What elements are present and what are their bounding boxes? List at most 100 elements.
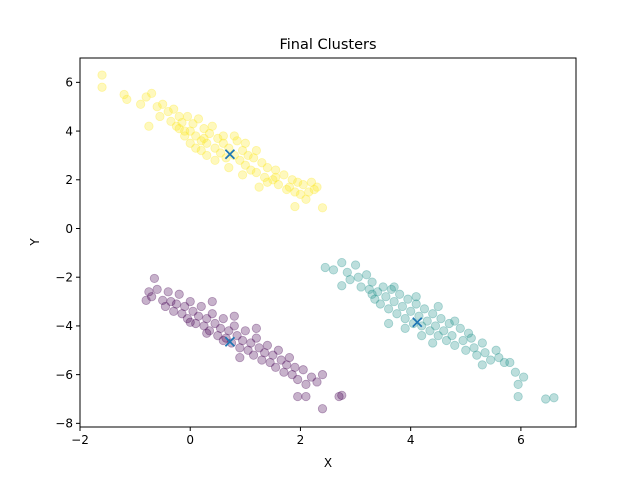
data-point [541, 394, 551, 404]
centroid-marker [412, 317, 423, 328]
data-point [210, 155, 220, 165]
data-point [485, 355, 496, 365]
data-point [240, 160, 250, 170]
data-point [235, 343, 245, 353]
x-axis: −2 0 2 4 6 [71, 427, 525, 447]
y-axis-label: Y [28, 238, 42, 247]
data-point [185, 126, 195, 136]
data-point [337, 257, 347, 268]
x-tick-label: 4 [407, 433, 415, 447]
data-point [213, 331, 223, 341]
plot-frame [79, 57, 577, 428]
data-point [337, 390, 347, 400]
data-point [397, 301, 407, 312]
data-point [384, 304, 394, 314]
x-tick-label: −2 [71, 433, 89, 447]
data-point [149, 273, 159, 284]
data-point [293, 177, 303, 187]
data-point [271, 362, 281, 372]
data-point [276, 355, 286, 365]
data-point [271, 172, 281, 182]
data-point [309, 184, 319, 195]
data-point [240, 138, 250, 148]
data-point [375, 299, 385, 309]
y-axis: −8 −6 −4 −2 0 2 4 6 [55, 76, 80, 431]
data-point [202, 150, 212, 161]
data-point [144, 287, 154, 297]
data-point [237, 145, 248, 156]
data-point [549, 393, 559, 403]
data-point [450, 340, 460, 351]
data-point [260, 348, 270, 358]
data-point [312, 182, 322, 192]
data-point [364, 284, 374, 294]
data-point [210, 143, 220, 153]
data-point [199, 133, 209, 143]
centroid-marker [224, 336, 236, 347]
data-point [279, 170, 289, 180]
data-point [293, 374, 303, 385]
data-point [237, 170, 248, 180]
data-point [384, 318, 394, 329]
data-point [213, 133, 223, 143]
y-tick-label: −8 [55, 417, 73, 431]
data-point [480, 348, 490, 358]
data-point [243, 150, 253, 161]
data-point [246, 165, 256, 175]
data-point [251, 145, 261, 156]
data-point [136, 99, 146, 109]
data-point [229, 311, 239, 321]
data-point [414, 311, 424, 321]
data-point [411, 299, 421, 309]
data-point [185, 296, 195, 307]
data-point [312, 377, 322, 387]
data-point [268, 350, 278, 360]
chart-title: Final Clusters [279, 37, 376, 53]
data-point [97, 82, 107, 92]
data-point [251, 167, 261, 178]
data-point [400, 323, 410, 333]
data-point [282, 360, 292, 370]
centroid-marker [224, 149, 236, 160]
data-point [163, 106, 173, 117]
data-point [370, 294, 380, 304]
data-point [188, 119, 198, 129]
data-point [202, 328, 212, 338]
data-point [191, 318, 201, 329]
data-point [268, 175, 278, 185]
data-point [232, 136, 242, 146]
data-point [235, 352, 245, 363]
data-point [163, 287, 173, 297]
data-point [290, 201, 300, 212]
data-point [232, 331, 242, 341]
data-point [177, 117, 187, 128]
x-tick-label: 0 [186, 433, 194, 447]
data-point [260, 172, 270, 182]
data-point [229, 131, 239, 141]
data-point [395, 289, 405, 299]
data-point [279, 367, 289, 377]
data-point [180, 301, 190, 312]
data-point [182, 111, 193, 122]
data-point [158, 99, 168, 109]
y-tick-label: 4 [65, 124, 73, 138]
data-point [513, 391, 523, 402]
data-point [188, 306, 198, 316]
data-point [257, 355, 267, 365]
data-point [477, 338, 487, 348]
data-point [249, 350, 259, 360]
data-point [372, 287, 383, 297]
data-point [147, 292, 157, 302]
y-tick-label: 2 [65, 173, 73, 187]
data-point [295, 189, 306, 199]
data-point [207, 296, 217, 307]
data-point [403, 294, 413, 304]
data-point [519, 372, 529, 382]
data-point [441, 335, 452, 346]
data-point [265, 357, 275, 368]
y-tick-label: −2 [55, 271, 73, 285]
data-point [204, 128, 215, 139]
data-point [169, 104, 179, 114]
data-point [428, 309, 438, 319]
data-point [218, 138, 228, 148]
